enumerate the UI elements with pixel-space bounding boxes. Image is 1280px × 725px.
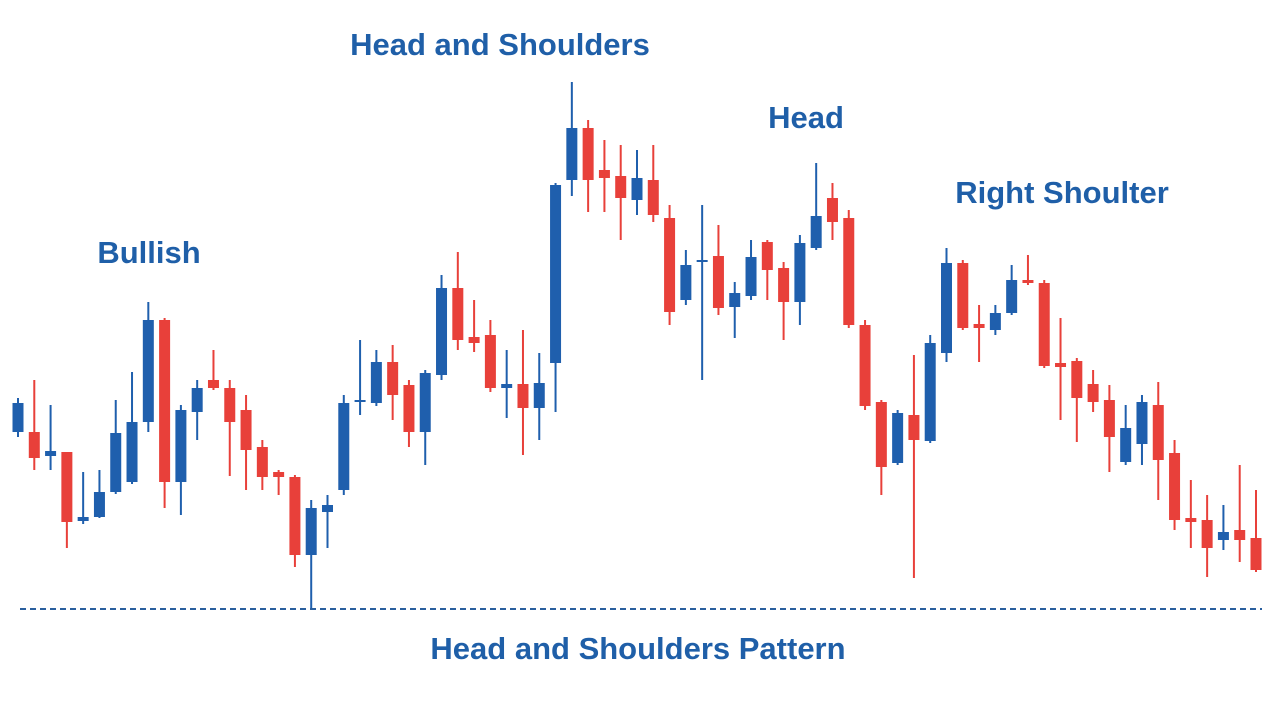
- candle-body: [207, 380, 219, 388]
- candle-body: [924, 343, 936, 441]
- candle-body: [843, 218, 855, 325]
- candle-body: [1169, 453, 1181, 520]
- candle-body: [484, 335, 496, 388]
- candle-body: [1071, 361, 1083, 398]
- candle-body: [240, 410, 252, 450]
- candle-body: [1136, 402, 1148, 444]
- candle-body: [28, 432, 40, 458]
- candle-body: [745, 257, 757, 296]
- annotation: Head: [768, 100, 844, 135]
- candle-body: [1217, 532, 1229, 540]
- candle-body: [631, 178, 643, 200]
- candle-body: [468, 337, 480, 343]
- candle-body: [875, 402, 887, 467]
- candle-body: [892, 413, 904, 463]
- candle-body: [403, 385, 415, 432]
- candle-body: [45, 451, 57, 456]
- candle-body: [1038, 283, 1050, 366]
- candle-body: [370, 362, 382, 403]
- candle-body: [989, 313, 1001, 330]
- candle-body: [908, 415, 920, 440]
- candle-body: [566, 128, 578, 180]
- chart-title: Head and Shoulders: [350, 27, 650, 62]
- candle-body: [110, 433, 122, 492]
- candle-body: [93, 492, 105, 517]
- candle-body: [289, 477, 301, 555]
- candle-body: [598, 170, 610, 178]
- candle-body: [533, 383, 545, 408]
- candle-body: [729, 293, 741, 307]
- candle-body: [582, 128, 594, 180]
- candle-body: [159, 320, 171, 482]
- candle-body: [224, 388, 236, 422]
- candle-body: [696, 260, 708, 262]
- candle-body: [1087, 384, 1099, 402]
- candle-body: [664, 218, 676, 312]
- candle-body: [191, 388, 203, 412]
- candle-body: [1103, 400, 1115, 437]
- candle-body: [1120, 428, 1132, 462]
- candle-body: [941, 263, 952, 353]
- candle-body: [647, 180, 659, 215]
- candle-body: [501, 384, 513, 388]
- candle-body: [826, 198, 838, 222]
- candle-body: [810, 216, 822, 248]
- candle-body: [550, 185, 562, 363]
- candle-body: [452, 288, 464, 340]
- candle-body: [273, 472, 285, 477]
- candle-body: [794, 243, 806, 302]
- candle-body: [419, 373, 431, 432]
- candle-body: [712, 256, 724, 308]
- candle-body: [517, 384, 529, 408]
- candle-body: [77, 517, 89, 521]
- candle-body: [973, 324, 985, 328]
- candle-body: [142, 320, 154, 422]
- candle-body: [256, 447, 268, 477]
- candle-body: [387, 362, 399, 395]
- candle-body: [859, 325, 871, 406]
- candle-body: [1234, 530, 1246, 540]
- candle-body: [61, 452, 73, 522]
- chart-caption: Head and Shoulders Pattern: [430, 631, 845, 666]
- annotation: Right Shoulter: [955, 175, 1169, 210]
- candle-body: [126, 422, 138, 482]
- candle-body: [1022, 280, 1034, 283]
- candle-body: [957, 263, 969, 328]
- candle-body: [680, 265, 692, 300]
- candle-body: [1201, 520, 1213, 548]
- candle-body: [1185, 518, 1197, 522]
- candle-body: [175, 410, 187, 482]
- candle-body: [615, 176, 627, 198]
- candle-body: [12, 403, 24, 432]
- candle-body: [354, 400, 366, 402]
- candle-body: [436, 288, 448, 375]
- annotation: Bullish: [97, 235, 200, 270]
- candle-body: [305, 508, 317, 555]
- candle-body: [338, 403, 350, 490]
- candle-body: [322, 505, 333, 512]
- candle-body: [1152, 405, 1164, 460]
- candle-body: [1055, 363, 1067, 367]
- candle-body: [778, 268, 790, 302]
- candle-body: [1250, 538, 1262, 570]
- candle-body: [1006, 280, 1018, 313]
- candle-body: [761, 242, 773, 270]
